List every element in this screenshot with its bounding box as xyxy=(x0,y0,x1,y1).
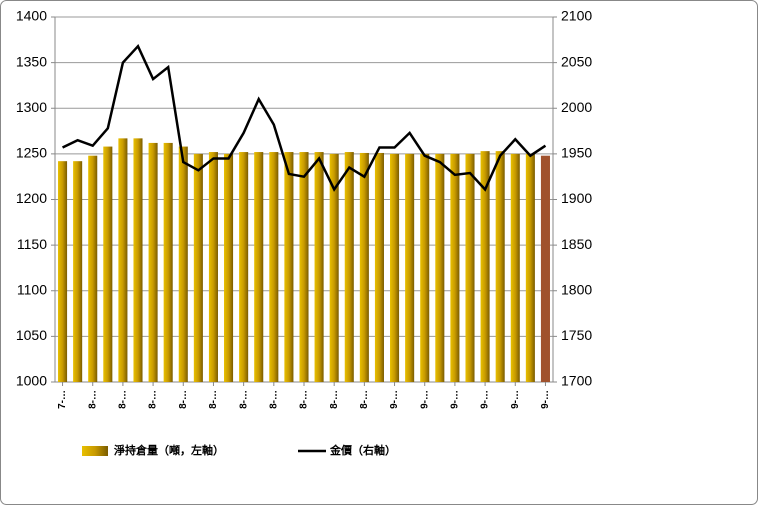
y2-tick-label: 1750 xyxy=(561,327,592,343)
bar xyxy=(284,152,294,382)
x-tick-label: 8-… xyxy=(87,390,98,409)
y-tick-label: 1100 xyxy=(17,281,47,297)
bar xyxy=(540,155,550,382)
y-tick-label: 1350 xyxy=(16,53,47,69)
x-tick-label: 9-… xyxy=(389,390,400,409)
y-tick-label: 1300 xyxy=(16,99,47,115)
bar xyxy=(420,153,430,382)
bar xyxy=(178,146,188,382)
bar xyxy=(359,152,369,382)
bar xyxy=(450,153,460,382)
x-tick-label: 8-… xyxy=(238,390,249,409)
bar xyxy=(495,151,505,382)
bar xyxy=(73,161,83,382)
bar xyxy=(133,138,143,382)
bar xyxy=(299,152,309,382)
y2-tick-label: 1800 xyxy=(561,281,592,297)
bar xyxy=(224,153,234,382)
x-tick-label: 9-… xyxy=(450,390,461,409)
bar xyxy=(510,153,520,382)
x-tick-label: 8-… xyxy=(148,390,159,409)
x-tick-label: 9-… xyxy=(419,390,430,409)
bar xyxy=(88,155,98,382)
y2-tick-label: 1950 xyxy=(561,145,592,161)
bar xyxy=(193,153,203,382)
x-tick-label: 8-… xyxy=(359,390,370,409)
bar xyxy=(148,142,158,382)
y2-tick-label: 2050 xyxy=(561,53,592,69)
bar xyxy=(314,152,324,382)
bar xyxy=(329,153,339,382)
bar xyxy=(480,151,490,382)
x-tick-label: 8-… xyxy=(118,390,129,409)
legend-swatch xyxy=(82,446,108,456)
y2-tick-label: 2100 xyxy=(561,8,592,24)
x-tick-label: 9-… xyxy=(540,390,551,409)
bar xyxy=(163,142,173,382)
bar xyxy=(208,152,218,382)
y-tick-label: 1150 xyxy=(17,236,47,252)
x-tick-label: 8-… xyxy=(178,390,189,409)
bar xyxy=(269,152,279,382)
legend-label: 淨持倉量（噸，左軸） xyxy=(114,443,224,457)
y2-tick-label: 1850 xyxy=(561,236,592,252)
y2-tick-label: 1900 xyxy=(561,190,592,206)
x-tick-label: 8-… xyxy=(268,390,279,409)
x-tick-label: 9-… xyxy=(510,390,521,409)
bar xyxy=(58,161,68,382)
bar xyxy=(405,153,415,382)
x-tick-label: 8-… xyxy=(208,390,219,409)
y-tick-label: 1200 xyxy=(16,190,47,206)
bar xyxy=(118,138,128,382)
x-tick-label: 9-… xyxy=(480,390,491,409)
y-tick-label: 1050 xyxy=(16,327,47,343)
y2-tick-label: 1700 xyxy=(561,373,592,389)
bar xyxy=(344,152,354,382)
bar xyxy=(525,153,535,382)
x-tick-label: 7-… xyxy=(57,390,68,409)
y-tick-label: 1400 xyxy=(16,8,47,24)
legend-label: 金價（右軸） xyxy=(329,443,396,457)
bar xyxy=(390,153,400,382)
bar xyxy=(435,153,445,382)
bar xyxy=(374,152,384,382)
y-tick-label: 1250 xyxy=(16,145,47,161)
x-tick-label: 8-… xyxy=(299,390,310,409)
line xyxy=(62,43,547,192)
y2-tick-label: 2000 xyxy=(561,99,592,115)
x-tick-label: 8-… xyxy=(329,390,340,409)
bar xyxy=(239,152,249,382)
bar xyxy=(465,153,475,382)
y-tick-label: 1000 xyxy=(16,373,47,389)
bar xyxy=(103,146,113,382)
bar xyxy=(254,152,264,382)
